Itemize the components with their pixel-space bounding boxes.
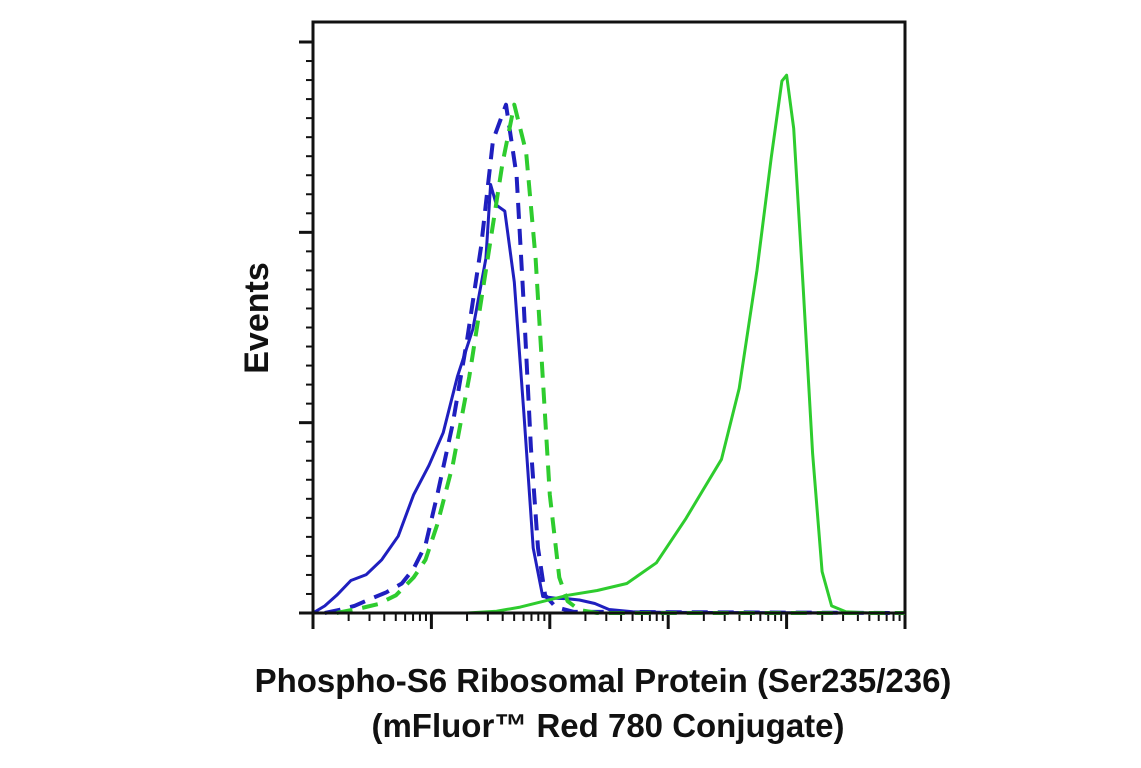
x-axis-label-line-1: Phospho-S6 Ribosomal Protein (Ser235/236… xyxy=(255,662,952,699)
x-axis-label-line-2: (mFluor™ Red 780 Conjugate) xyxy=(371,707,844,744)
green-solid-series xyxy=(313,73,905,615)
plot-area-frame xyxy=(311,20,907,615)
y-axis-ticks xyxy=(299,40,313,615)
y-axis-label: Events xyxy=(238,262,276,374)
series-layer xyxy=(312,73,906,615)
x-axis-ticks xyxy=(311,613,907,629)
blue-dashed-series xyxy=(324,102,906,615)
blue-solid-series xyxy=(312,183,906,615)
